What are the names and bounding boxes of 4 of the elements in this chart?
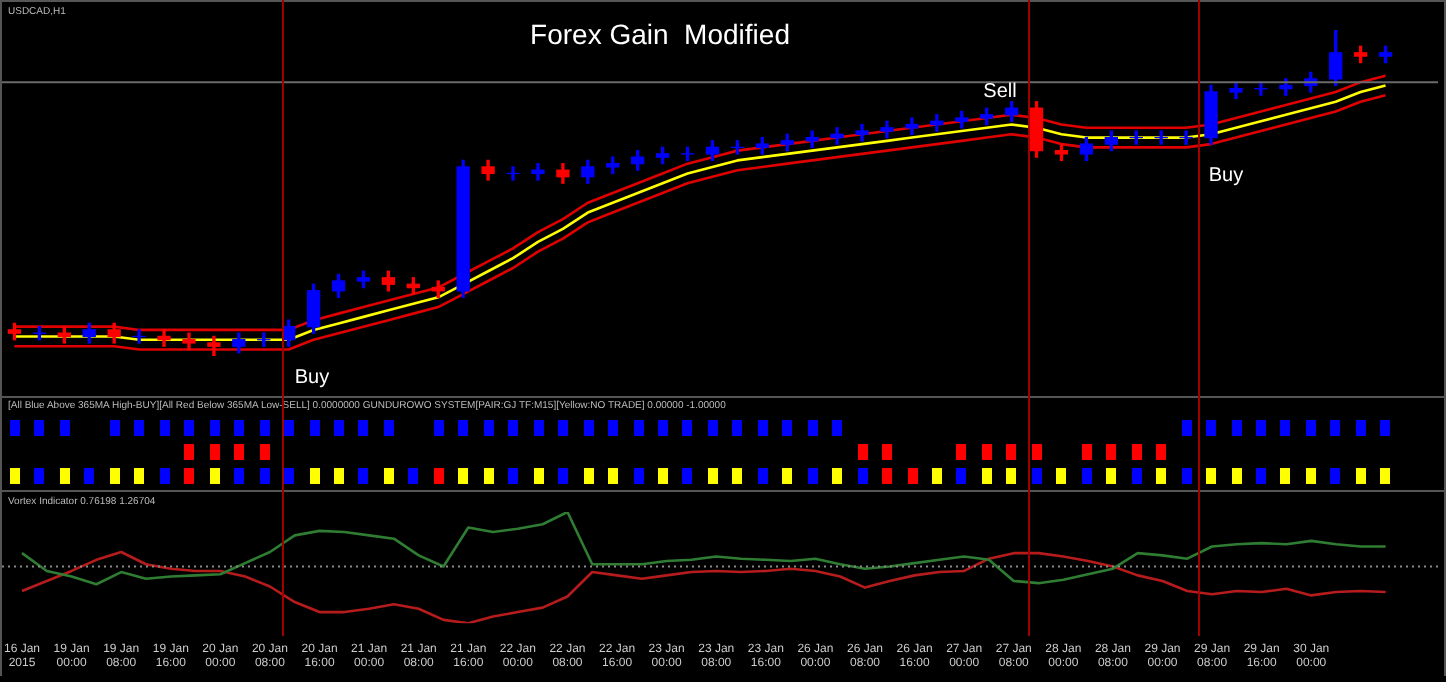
annotation: Sell <box>983 81 1017 103</box>
text: Buy <box>294 367 330 389</box>
annotation: Buy <box>1208 165 1244 187</box>
chart-title: Forex Gain Modified <box>530 17 790 50</box>
